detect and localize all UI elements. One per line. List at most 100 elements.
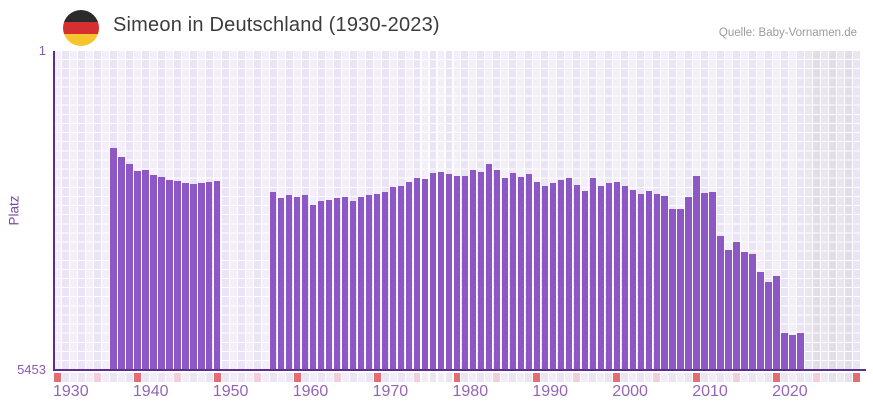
bar-2023 <box>797 332 804 370</box>
bar-1969 <box>365 194 373 370</box>
strip-cell-1932 <box>69 372 77 382</box>
strip-cell-1956 <box>261 372 269 382</box>
strip-cell-2011 <box>701 372 709 382</box>
bar-2013 <box>717 236 724 370</box>
bar-1978 <box>437 172 445 370</box>
grid-column-1955 <box>253 51 261 370</box>
strip-cell-1952 <box>229 372 237 382</box>
strip-cell-1962 <box>309 372 317 382</box>
strip-cell-1964 <box>325 372 333 382</box>
grid-column-1934 <box>85 51 93 370</box>
bar-1981 <box>461 175 469 370</box>
strip-cell-2027 <box>829 372 836 382</box>
plot-area <box>54 51 861 370</box>
x-tick-label-2000: 2000 <box>612 383 648 400</box>
strip-cell-1987 <box>509 372 517 382</box>
strip-cell-1933 <box>77 372 85 382</box>
bar-1938 <box>118 157 125 370</box>
strip-cell-1980 <box>453 372 461 382</box>
bar-1937 <box>110 148 117 370</box>
bar-1985 <box>493 170 501 370</box>
strip-cell-2009 <box>685 372 693 382</box>
strip-cell-1949 <box>205 372 213 382</box>
strip-cell-1947 <box>189 372 197 382</box>
grid-column-1930 <box>54 51 61 370</box>
strip-cell-1930 <box>54 372 61 382</box>
bar-1967 <box>349 201 357 370</box>
strip-cell-1993 <box>557 372 565 382</box>
strip-cell-1963 <box>317 372 325 382</box>
strip-cell-1984 <box>485 372 493 382</box>
bar-1994 <box>565 177 573 370</box>
strip-cell-1953 <box>237 372 245 382</box>
strip-cell-1974 <box>405 372 413 382</box>
x-tick-label-1960: 1960 <box>292 383 329 400</box>
bar-1990 <box>533 182 541 370</box>
strip-cell-1971 <box>381 372 389 382</box>
strip-cell-1995 <box>573 372 581 382</box>
grid-column-2030 <box>853 51 860 370</box>
bar-1988 <box>517 177 525 370</box>
x-tick-label-1930: 1930 <box>53 383 89 400</box>
strip-cell-1943 <box>157 372 165 382</box>
bar-1960 <box>293 196 301 370</box>
bar-2005 <box>653 194 660 370</box>
bar-1993 <box>557 179 565 370</box>
y-axis-label: Platz <box>6 195 22 226</box>
strip-cell-1935 <box>93 372 101 382</box>
bar-2020 <box>773 275 780 370</box>
strip-cell-1948 <box>197 372 205 382</box>
bar-1941 <box>142 170 149 370</box>
strip-cell-2015 <box>733 372 741 382</box>
strip-cell-1944 <box>165 372 173 382</box>
strip-cell-1982 <box>469 372 477 382</box>
strip-cell-1994 <box>565 372 573 382</box>
strip-cell-2019 <box>765 372 773 382</box>
grid-column-1936 <box>101 51 109 370</box>
strip-cell-2029 <box>845 372 852 382</box>
strip-cell-1955 <box>253 372 261 382</box>
strip-cell-1996 <box>581 372 589 382</box>
flag-stripe-gold <box>63 34 99 46</box>
grid-column-2023 <box>797 51 805 370</box>
bar-1942 <box>150 174 157 370</box>
y-axis-tick-top: 1 <box>38 43 46 58</box>
grid-column-1931 <box>61 51 69 370</box>
strip-cell-1977 <box>429 372 437 382</box>
strip-cell-1967 <box>349 372 357 382</box>
bar-2007 <box>669 208 676 370</box>
strip-cell-2012 <box>709 372 717 382</box>
y-axis-tick-bottom: 5453 <box>17 362 46 377</box>
source-link[interactable]: Quelle: Baby-Vornamen.de <box>718 27 857 39</box>
strip-cell-1975 <box>413 372 421 382</box>
strip-cell-1998 <box>597 372 605 382</box>
strip-cell-2006 <box>661 372 669 382</box>
strip-cell-2018 <box>757 372 765 382</box>
bar-1957 <box>269 191 277 370</box>
grid-column-1951 <box>221 51 229 370</box>
bar-1943 <box>158 177 165 370</box>
x-axis-labels: 1930 1940 1950 1960 1970 1980 1990 2000 2010 2020 <box>0 383 873 403</box>
grid-column-2028 <box>837 51 844 370</box>
bar-1945 <box>174 181 181 370</box>
strip-cell-2025 <box>813 372 820 382</box>
grid-column-1954 <box>245 51 253 370</box>
strip-cell-1985 <box>493 372 501 382</box>
bar-1948 <box>198 182 205 370</box>
strip-cell-1997 <box>589 372 597 382</box>
strip-cell-1973 <box>397 372 405 382</box>
strip-cell-2014 <box>725 372 733 382</box>
strip-cell-2020 <box>773 372 781 382</box>
bar-1939 <box>126 164 133 370</box>
bar-1983 <box>477 172 485 370</box>
strip-cell-1989 <box>525 372 533 382</box>
strip-cell-1988 <box>517 372 525 382</box>
strip-cell-2013 <box>717 372 725 382</box>
bar-2012 <box>709 191 716 370</box>
grid-column-2024 <box>805 51 812 370</box>
bar-2000 <box>613 182 620 370</box>
strip-cell-2021 <box>781 372 789 382</box>
bar-1958 <box>277 198 285 370</box>
x-tick-label-1990: 1990 <box>532 383 568 400</box>
